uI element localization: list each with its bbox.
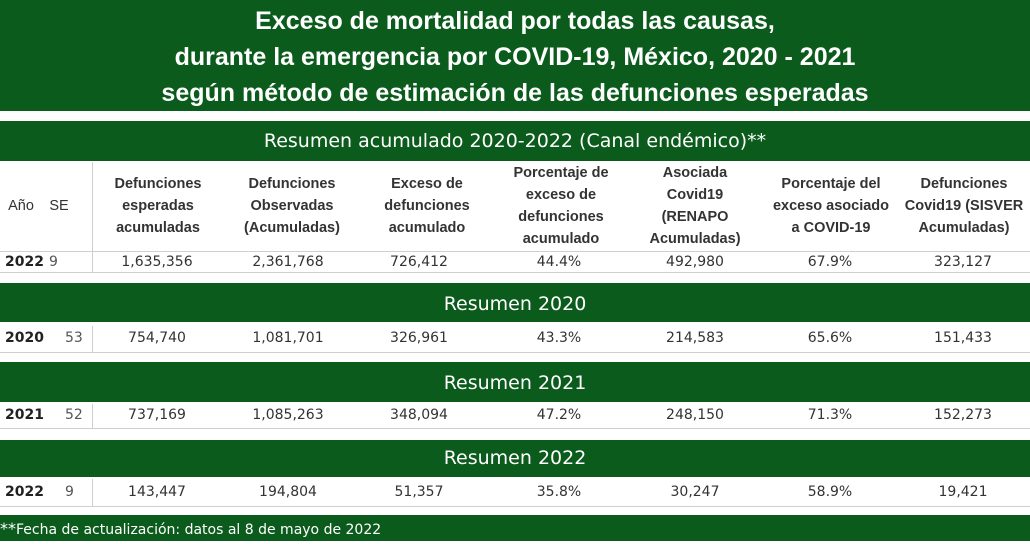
footer-text: Fecha de actualización: datos al 8 de ma… bbox=[16, 522, 382, 538]
cell-se: 52 bbox=[65, 407, 83, 423]
cell-porcentaje: 43.3% bbox=[536, 330, 582, 346]
table-row-2021: 2021 52 737,169 1,085,263 348,094 47.2% … bbox=[0, 407, 1030, 427]
footer-note: **Fecha de actualización: datos al 8 de … bbox=[0, 515, 1030, 541]
cell-asociada: 214,583 bbox=[666, 330, 724, 346]
row-divider bbox=[0, 506, 1030, 507]
column-divider bbox=[92, 326, 93, 352]
cell-observadas: 2,361,768 bbox=[252, 254, 324, 270]
cell-anio: 2021 bbox=[5, 407, 44, 423]
cell-exceso: 726,412 bbox=[390, 254, 448, 270]
cell-porcentaje: 35.8% bbox=[536, 484, 582, 500]
cell-esperadas: 737,169 bbox=[128, 407, 186, 423]
cell-esperadas: 1,635,356 bbox=[121, 254, 193, 270]
cell-exceso: 51,357 bbox=[394, 484, 444, 500]
cell-sisver: 152,273 bbox=[934, 407, 992, 423]
title-line-3: según método de estimación de las defunc… bbox=[161, 79, 869, 107]
cell-pct-covid: 71.3% bbox=[807, 407, 853, 423]
header-esperadas: Defunciones esperadas acumuladas bbox=[114, 176, 202, 236]
cell-esperadas: 143,447 bbox=[128, 484, 186, 500]
row-divider bbox=[0, 251, 1030, 252]
cell-asociada: 30,247 bbox=[670, 484, 720, 500]
title-banner: Exceso de mortalidad por todas las causa… bbox=[0, 0, 1030, 111]
column-divider bbox=[92, 162, 93, 272]
cell-anio: 2022 bbox=[5, 484, 44, 500]
cell-porcentaje: 44.4% bbox=[536, 254, 582, 270]
row-divider bbox=[0, 428, 1030, 429]
title-line-2: durante la emergencia por COVID-19, Méxi… bbox=[174, 43, 856, 71]
cell-esperadas: 754,740 bbox=[128, 330, 186, 346]
row-divider bbox=[0, 272, 1030, 273]
table-row-2020: 2020 53 754,740 1,081,701 326,961 43.3% … bbox=[0, 330, 1030, 350]
cell-anio: 2020 bbox=[5, 330, 44, 346]
cell-porcentaje: 47.2% bbox=[536, 407, 582, 423]
cell-se: 9 bbox=[65, 484, 74, 500]
cell-sisver: 19,421 bbox=[938, 484, 988, 500]
cell-sisver: 323,127 bbox=[934, 254, 992, 270]
cell-observadas: 1,081,701 bbox=[252, 330, 324, 346]
header-porcentaje: Porcentaje de exceso de defunciones acumula… bbox=[513, 165, 609, 247]
cell-anio: 2022 bbox=[5, 254, 44, 270]
cell-se: 9 bbox=[49, 254, 58, 270]
header-se: SE bbox=[49, 198, 69, 214]
header-observadas: Defunciones Observadas (Acumuladas) bbox=[244, 176, 340, 236]
section-band-2021: Resumen 2021 bbox=[0, 362, 1030, 402]
section-band-2020: Resumen 2020 bbox=[0, 283, 1030, 322]
cell-pct-covid: 58.9% bbox=[807, 484, 853, 500]
column-divider bbox=[92, 404, 93, 428]
footer-stars: ** bbox=[0, 519, 16, 538]
cell-observadas: 194,804 bbox=[259, 484, 317, 500]
cell-observadas: 1,085,263 bbox=[252, 407, 324, 423]
cell-pct-covid: 67.9% bbox=[807, 254, 853, 270]
cell-asociada: 492,980 bbox=[666, 254, 724, 270]
cell-se: 53 bbox=[65, 330, 83, 346]
section-band-2022: Resumen 2022 bbox=[0, 440, 1030, 477]
cell-exceso: 326,961 bbox=[390, 330, 448, 346]
table-row-acumulado: 2022 9 1,635,356 2,361,768 726,412 44.4%… bbox=[0, 254, 1030, 272]
header-anio: Año bbox=[8, 198, 34, 214]
title-line-1: Exceso de mortalidad por todas las causa… bbox=[255, 7, 775, 35]
cell-exceso: 348,094 bbox=[390, 407, 448, 423]
cell-pct-covid: 65.6% bbox=[807, 330, 853, 346]
header-exceso: Exceso de defunciones acumulado bbox=[384, 176, 470, 236]
header-asociada: Asociada Covid19 (RENAPO Acumuladas) bbox=[649, 165, 741, 247]
cell-asociada: 248,150 bbox=[666, 407, 724, 423]
header-sisver: Defunciones Covid19 (SISVER Acumuladas) bbox=[904, 176, 1024, 236]
column-divider bbox=[92, 479, 93, 506]
cell-sisver: 151,433 bbox=[934, 330, 992, 346]
header-pct-covid: Porcentaje del exceso asociado a COVID-19 bbox=[772, 176, 890, 236]
row-divider bbox=[0, 352, 1030, 353]
section-band-acumulado: Resumen acumulado 2020-2022 (Canal endém… bbox=[0, 121, 1030, 161]
table-row-2022: 2022 9 143,447 194,804 51,357 35.8% 30,2… bbox=[0, 484, 1030, 504]
